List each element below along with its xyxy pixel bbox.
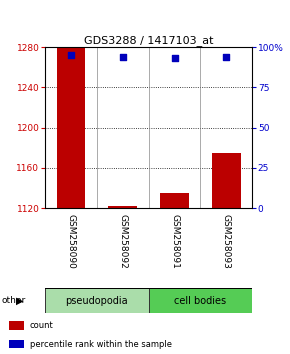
Title: GDS3288 / 1417103_at: GDS3288 / 1417103_at [84,35,213,46]
Text: percentile rank within the sample: percentile rank within the sample [30,339,172,349]
Text: cell bodies: cell bodies [174,296,226,306]
Point [120,54,125,59]
Bar [45,288,148,313]
Point [68,52,73,58]
Bar [148,288,252,313]
Text: count: count [30,321,54,330]
Bar [212,153,241,208]
Bar [57,47,85,208]
Text: pseudopodia: pseudopodia [66,296,128,306]
Text: GSM258092: GSM258092 [118,214,127,269]
Bar [108,206,137,208]
Bar [9,340,24,348]
Text: ▶: ▶ [16,296,23,306]
Text: GSM258090: GSM258090 [66,214,75,269]
Point [224,54,229,59]
Text: GSM258093: GSM258093 [222,214,231,269]
Text: other: other [1,296,26,305]
Bar [160,193,189,208]
Bar [9,321,24,330]
Point [172,56,177,61]
Text: GSM258091: GSM258091 [170,214,179,269]
